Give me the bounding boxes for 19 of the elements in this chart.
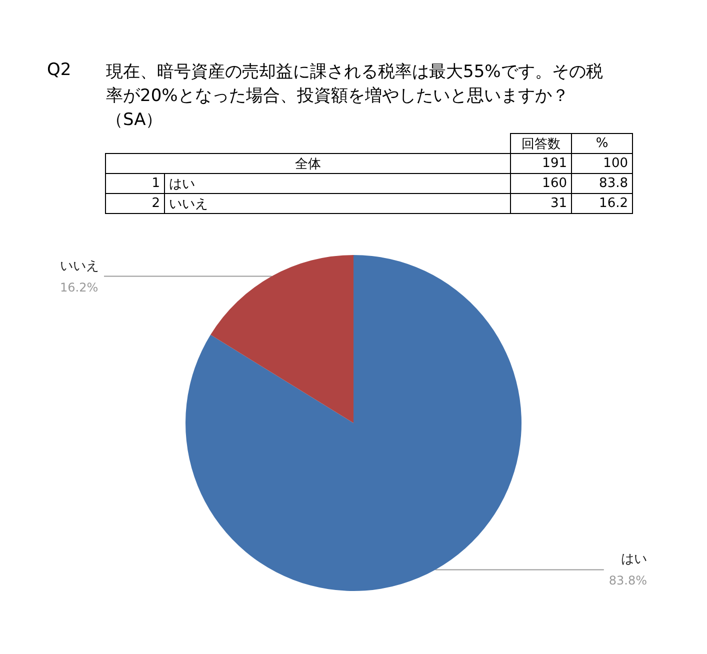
text: 全体 (106, 154, 510, 174)
slice-label: はい (621, 552, 647, 568)
chart-title: Q2 (47, 60, 72, 80)
category-label: いいえ (169, 196, 208, 212)
data-label: 16.2% (60, 280, 98, 294)
text: 16.2 (572, 194, 632, 214)
text: 100 (572, 154, 632, 174)
text: 2 (106, 194, 164, 214)
text: 83.8 (572, 174, 632, 194)
text: 31 (510, 194, 572, 214)
slice-label: いいえ (60, 258, 99, 274)
text: 回答数 (510, 134, 572, 154)
data-label: 83.8% (608, 574, 647, 588)
category-label: はい (169, 176, 195, 192)
text: 191 (510, 154, 572, 174)
chart-subtitle: 現在、暗号資産の売却益に課される税率は最大55%です。その税率が20%となった場合、投資額を増やしたいと思いますか？（SA） (106, 61, 604, 132)
text: 1 (106, 174, 164, 194)
text: 160 (510, 174, 572, 194)
text: % (572, 134, 632, 154)
